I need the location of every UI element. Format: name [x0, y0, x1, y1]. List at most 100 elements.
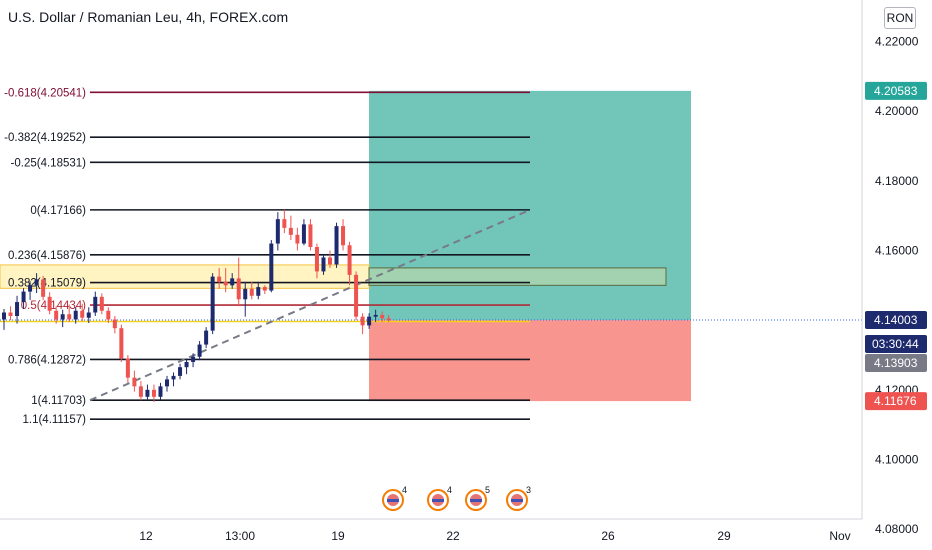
candle-body-47 [308, 224, 313, 248]
candle-body-34 [223, 281, 228, 286]
candle-body-43 [282, 219, 287, 228]
flag-stripe-icon-0 [387, 499, 399, 502]
countdown-label: 03:30:44 [872, 337, 919, 351]
candle-body-54 [354, 274, 359, 317]
price-label-2: 4.13903 [874, 356, 918, 370]
candle-body-21 [138, 386, 143, 397]
x-tick-6: Nov [829, 529, 850, 543]
chart-title: U.S. Dollar / Romanian Leu, 4h, FOREX.co… [8, 9, 289, 25]
candle-body-32 [210, 276, 215, 331]
candle-body-15 [99, 296, 104, 311]
price-label-0: 4.20583 [874, 84, 918, 98]
x-tick-5: 29 [717, 529, 731, 543]
candle-body-48 [314, 247, 319, 272]
candle-body-18 [119, 328, 124, 359]
candle-body-39 [256, 287, 261, 296]
fib-label-1: -0.382(4.19252) [4, 132, 86, 144]
candle-body-52 [341, 226, 346, 246]
candle-body-19 [125, 358, 130, 378]
candle-body-42 [275, 219, 280, 244]
candle-body-51 [334, 226, 339, 265]
candle-body-49 [321, 257, 326, 272]
y-tick-6: 4.10000 [875, 453, 919, 467]
candle-body-23 [151, 389, 156, 397]
y-tick-0: 4.22000 [875, 35, 919, 49]
candle-body-25 [165, 379, 169, 387]
candle-body-4 [28, 285, 33, 292]
x-tick-3: 22 [446, 529, 460, 543]
candle-body-2 [15, 302, 20, 316]
candle-body-53 [347, 245, 352, 275]
event-count-0: 4 [402, 485, 407, 495]
fib-label-2: -0.25(4.18531) [11, 157, 87, 169]
x-tick-0: 12 [139, 529, 153, 543]
flag-stripe-icon-1 [432, 499, 444, 502]
price-label-1: 4.14003 [874, 313, 918, 327]
candle-body-55 [360, 316, 365, 326]
fib-label-4: 0.236(4.15876) [8, 250, 86, 262]
candle-body-56 [367, 316, 372, 326]
price-label-bg-0 [865, 81, 927, 100]
y-tick-1: 4.20000 [875, 104, 919, 118]
candle-body-28 [184, 361, 189, 368]
y-tick-7: 4.08000 [875, 522, 919, 536]
price-label-bg-3 [865, 392, 927, 411]
y-tick-2: 4.18000 [875, 174, 919, 188]
fib-label-3: 0(4.17166) [30, 205, 86, 217]
candle-body-0 [2, 312, 6, 320]
candle-body-1 [8, 312, 13, 316]
candle-body-36 [236, 278, 241, 300]
flag-stripe-icon-3 [511, 499, 523, 502]
candle-body-7 [47, 296, 52, 311]
fib-label-9: 1.1(4.11157) [22, 414, 86, 426]
candle-body-40 [262, 287, 267, 291]
candle-body-16 [106, 310, 111, 320]
candle-body-13 [86, 312, 91, 318]
candle-body-37 [243, 288, 248, 300]
candle-body-26 [171, 375, 176, 380]
candle-body-6 [41, 279, 46, 297]
x-tick-2: 19 [331, 529, 345, 543]
candle-body-11 [73, 310, 78, 320]
candle-body-45 [295, 234, 300, 244]
candle-body-58 [380, 314, 385, 319]
fib-label-8: 1(4.11703) [31, 395, 86, 407]
fib-trend-line [89, 208, 531, 402]
candle-body-9 [60, 314, 65, 320]
candle-body-24 [158, 386, 163, 397]
event-count-2: 5 [485, 485, 490, 495]
candle-body-14 [93, 296, 98, 313]
candle-body-31 [204, 330, 209, 345]
candle-body-5 [34, 279, 39, 286]
countdown-bg [865, 335, 927, 354]
candle-body-35 [230, 278, 235, 286]
fib-label-6: 0.5(4.14434) [21, 300, 86, 312]
candle-body-20 [132, 377, 137, 387]
event-count-3: 3 [526, 485, 531, 495]
price-label-3: 4.11676 [874, 394, 917, 408]
price-label-bg-1 [865, 311, 927, 330]
fib-label-7: 0.786(4.12872) [8, 354, 86, 366]
candle-body-22 [145, 389, 150, 397]
highlight-box [368, 267, 667, 286]
candle-body-12 [80, 310, 85, 318]
flag-stripe-icon-2 [470, 499, 482, 502]
candle-body-44 [288, 227, 293, 235]
x-tick-1: 13:00 [225, 529, 255, 543]
candle-body-46 [301, 224, 306, 244]
candle-body-10 [67, 314, 72, 320]
candle-body-3 [21, 291, 26, 303]
y-tick-3: 4.16000 [875, 244, 919, 258]
candle-body-50 [328, 257, 332, 265]
candle-body-38 [249, 288, 254, 296]
fib-label-5: 0.382(4.15079) [8, 278, 86, 290]
currency-button[interactable]: RON [884, 7, 916, 29]
stop-zone [369, 320, 691, 402]
price-label-bg-2 [865, 354, 927, 373]
candle-body-57 [373, 314, 378, 317]
x-tick-4: 26 [601, 529, 615, 543]
candle-body-8 [54, 310, 59, 320]
event-count-1: 4 [447, 485, 452, 495]
fib-label-0: -0.618(4.20541) [4, 87, 86, 99]
